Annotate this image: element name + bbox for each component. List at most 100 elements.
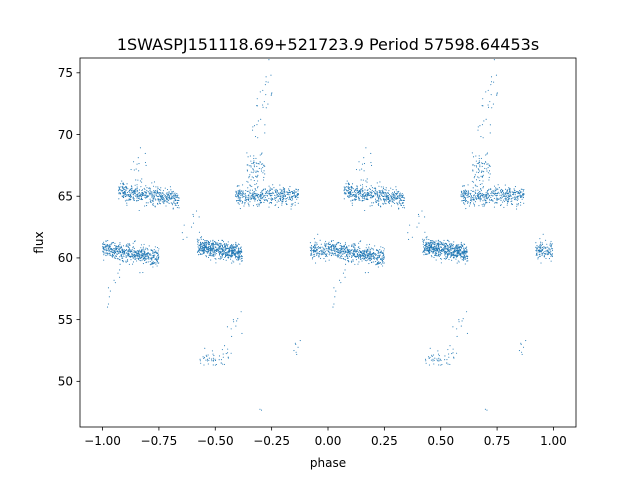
data-point bbox=[202, 247, 205, 249]
data-point bbox=[129, 194, 131, 196]
data-point bbox=[132, 194, 134, 196]
data-point bbox=[239, 192, 241, 194]
data-point bbox=[231, 250, 233, 252]
data-point bbox=[456, 256, 459, 258]
data-point bbox=[137, 251, 140, 253]
data-point bbox=[477, 192, 479, 194]
data-point bbox=[157, 198, 159, 200]
data-point bbox=[247, 197, 249, 199]
data-point bbox=[394, 196, 396, 198]
data-point bbox=[358, 251, 360, 253]
data-point bbox=[270, 93, 273, 95]
data-point bbox=[321, 249, 323, 251]
data-point bbox=[521, 188, 523, 190]
data-point bbox=[404, 197, 406, 199]
data-point bbox=[212, 252, 214, 254]
data-point bbox=[163, 194, 165, 196]
data-point bbox=[145, 254, 147, 256]
data-point bbox=[156, 261, 159, 263]
data-point bbox=[507, 195, 509, 197]
data-point bbox=[439, 240, 441, 243]
data-point bbox=[433, 359, 435, 361]
data-point bbox=[370, 256, 372, 258]
data-point bbox=[467, 194, 469, 196]
data-point bbox=[343, 246, 345, 248]
data-point bbox=[380, 263, 382, 265]
data-point bbox=[433, 251, 435, 253]
data-point bbox=[123, 194, 125, 197]
data-point bbox=[227, 257, 229, 259]
data-point bbox=[351, 202, 353, 204]
data-point bbox=[256, 163, 258, 165]
data-point bbox=[110, 243, 112, 245]
data-point bbox=[493, 197, 495, 199]
data-point bbox=[117, 250, 119, 253]
data-point bbox=[270, 74, 272, 76]
data-point bbox=[337, 249, 339, 251]
data-point bbox=[246, 170, 249, 172]
data-point bbox=[385, 194, 387, 196]
data-point bbox=[200, 241, 202, 243]
data-point bbox=[141, 249, 143, 251]
data-point bbox=[432, 360, 434, 362]
data-point bbox=[212, 255, 214, 257]
data-point bbox=[256, 204, 258, 206]
data-point bbox=[378, 252, 380, 254]
data-point bbox=[390, 205, 393, 207]
data-point bbox=[142, 272, 144, 274]
data-point bbox=[364, 192, 366, 194]
data-point bbox=[231, 335, 233, 337]
data-point bbox=[490, 199, 492, 201]
data-point bbox=[381, 256, 383, 258]
data-point bbox=[427, 246, 429, 248]
data-point bbox=[493, 59, 495, 61]
data-point bbox=[315, 252, 317, 254]
data-point bbox=[132, 261, 135, 263]
data-point bbox=[474, 174, 476, 176]
data-point bbox=[215, 242, 217, 244]
data-point bbox=[468, 196, 470, 198]
data-point bbox=[482, 137, 484, 139]
data-point bbox=[421, 210, 423, 212]
data-point bbox=[170, 193, 172, 195]
data-point bbox=[157, 188, 159, 190]
data-point bbox=[267, 103, 269, 105]
data-point bbox=[285, 201, 287, 203]
data-point bbox=[363, 250, 365, 252]
data-point bbox=[151, 258, 153, 260]
data-point bbox=[351, 204, 353, 206]
data-point bbox=[333, 303, 335, 305]
data-point bbox=[484, 408, 486, 410]
data-point bbox=[388, 194, 391, 196]
data-point bbox=[344, 269, 346, 271]
data-point bbox=[395, 194, 397, 196]
data-point bbox=[316, 246, 318, 249]
data-point bbox=[118, 246, 120, 248]
data-point bbox=[119, 263, 121, 265]
data-point bbox=[434, 245, 436, 248]
data-point bbox=[444, 355, 446, 357]
data-point bbox=[371, 253, 373, 255]
data-point bbox=[126, 249, 128, 251]
data-point bbox=[359, 189, 361, 191]
data-point bbox=[489, 132, 491, 134]
data-point bbox=[276, 193, 278, 195]
data-point bbox=[219, 258, 221, 260]
data-point bbox=[486, 190, 488, 192]
data-point bbox=[342, 272, 344, 274]
data-point bbox=[352, 260, 354, 262]
data-point bbox=[216, 250, 218, 253]
data-point bbox=[383, 258, 385, 260]
data-point bbox=[214, 364, 216, 366]
data-point bbox=[492, 200, 494, 202]
data-point bbox=[399, 197, 401, 200]
data-point bbox=[362, 186, 364, 188]
data-point bbox=[121, 251, 123, 253]
data-point bbox=[177, 201, 179, 204]
data-point bbox=[488, 201, 490, 203]
data-point bbox=[103, 246, 105, 248]
data-point bbox=[113, 247, 115, 250]
data-point bbox=[354, 189, 356, 191]
data-point bbox=[329, 246, 331, 248]
data-point bbox=[396, 195, 399, 198]
